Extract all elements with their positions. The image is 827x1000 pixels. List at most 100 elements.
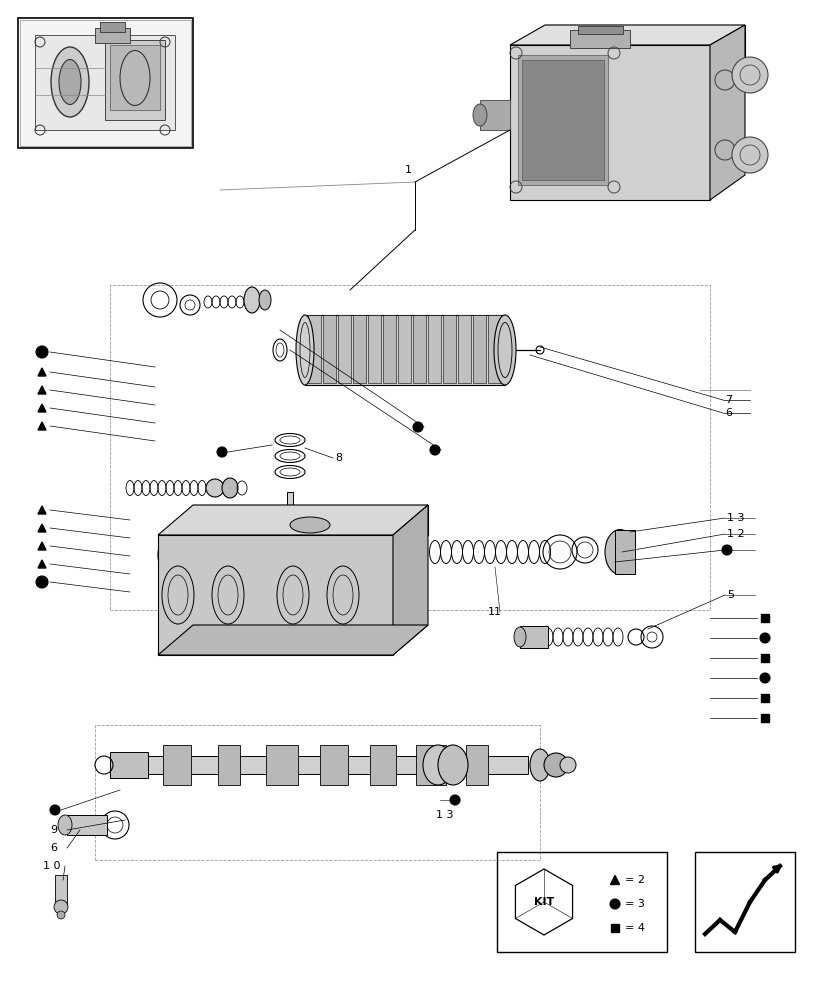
- Bar: [760, 694, 768, 702]
- Circle shape: [429, 445, 439, 455]
- Circle shape: [50, 805, 60, 815]
- Ellipse shape: [244, 287, 260, 313]
- Polygon shape: [428, 315, 441, 383]
- Polygon shape: [163, 745, 191, 785]
- Text: 6: 6: [724, 408, 731, 418]
- Polygon shape: [38, 524, 46, 532]
- Polygon shape: [265, 745, 298, 785]
- Polygon shape: [442, 315, 456, 383]
- Polygon shape: [158, 625, 428, 655]
- Text: KIT: KIT: [533, 897, 553, 907]
- Bar: [18, 18, 193, 148]
- Ellipse shape: [58, 815, 72, 835]
- Ellipse shape: [284, 564, 295, 576]
- Circle shape: [413, 422, 423, 432]
- Bar: [694, 852, 794, 952]
- Circle shape: [731, 137, 767, 173]
- Polygon shape: [193, 505, 428, 535]
- Bar: [35, 35, 174, 130]
- Bar: [100, 22, 125, 32]
- Circle shape: [759, 673, 769, 683]
- Bar: [110, 285, 709, 610]
- Polygon shape: [413, 315, 425, 383]
- Polygon shape: [38, 422, 46, 430]
- Bar: [569, 30, 629, 48]
- Text: 6: 6: [50, 843, 57, 853]
- Bar: [496, 852, 667, 952]
- Text: 1 3: 1 3: [436, 810, 453, 820]
- Polygon shape: [38, 368, 46, 376]
- Bar: [20, 20, 191, 146]
- Polygon shape: [509, 45, 709, 200]
- Text: 9: 9: [50, 825, 57, 835]
- Bar: [110, 45, 160, 110]
- Ellipse shape: [54, 900, 68, 914]
- Bar: [614, 530, 634, 574]
- Bar: [480, 100, 509, 130]
- Circle shape: [721, 545, 731, 555]
- Bar: [55, 875, 67, 905]
- Circle shape: [36, 346, 48, 358]
- Text: 1 0: 1 0: [43, 861, 60, 871]
- Bar: [287, 492, 293, 562]
- Polygon shape: [38, 542, 46, 550]
- Ellipse shape: [605, 530, 634, 574]
- Polygon shape: [38, 404, 46, 412]
- Polygon shape: [38, 386, 46, 394]
- Text: 5: 5: [726, 590, 733, 600]
- Polygon shape: [218, 745, 240, 785]
- Polygon shape: [514, 869, 572, 935]
- Bar: [105, 40, 165, 120]
- Ellipse shape: [423, 745, 452, 785]
- Polygon shape: [323, 315, 336, 383]
- Polygon shape: [158, 535, 393, 655]
- Polygon shape: [352, 315, 366, 383]
- Polygon shape: [304, 315, 504, 385]
- Circle shape: [217, 447, 227, 457]
- Text: = 4: = 4: [624, 923, 644, 933]
- Polygon shape: [319, 745, 347, 785]
- Circle shape: [36, 576, 48, 588]
- Polygon shape: [383, 315, 395, 383]
- Ellipse shape: [437, 745, 467, 785]
- Ellipse shape: [289, 517, 330, 533]
- Text: 1 3: 1 3: [726, 513, 743, 523]
- Text: 8: 8: [335, 453, 342, 463]
- Polygon shape: [472, 315, 485, 383]
- Polygon shape: [337, 315, 351, 383]
- Ellipse shape: [57, 911, 65, 919]
- Circle shape: [759, 633, 769, 643]
- Polygon shape: [415, 745, 446, 785]
- Bar: [67, 815, 107, 835]
- Polygon shape: [38, 506, 46, 514]
- Ellipse shape: [295, 315, 313, 385]
- Polygon shape: [158, 505, 428, 535]
- Bar: [110, 752, 148, 778]
- Ellipse shape: [543, 753, 567, 777]
- Ellipse shape: [51, 47, 88, 117]
- Polygon shape: [509, 25, 744, 45]
- Bar: [95, 725, 539, 860]
- Polygon shape: [487, 315, 500, 383]
- Circle shape: [609, 899, 619, 909]
- Circle shape: [449, 795, 460, 805]
- Ellipse shape: [514, 627, 525, 647]
- Bar: [760, 614, 768, 622]
- Bar: [521, 60, 603, 180]
- Bar: [577, 26, 622, 34]
- Ellipse shape: [472, 104, 486, 126]
- Bar: [760, 654, 768, 662]
- Ellipse shape: [529, 749, 549, 781]
- Bar: [610, 924, 619, 932]
- Polygon shape: [370, 745, 395, 785]
- Polygon shape: [609, 876, 619, 884]
- Polygon shape: [457, 315, 471, 383]
- Polygon shape: [38, 560, 46, 568]
- Circle shape: [206, 479, 224, 497]
- Circle shape: [731, 57, 767, 93]
- Bar: [95, 28, 130, 43]
- Text: 7: 7: [724, 395, 731, 405]
- Polygon shape: [544, 25, 744, 70]
- Polygon shape: [466, 745, 487, 785]
- Ellipse shape: [559, 757, 576, 773]
